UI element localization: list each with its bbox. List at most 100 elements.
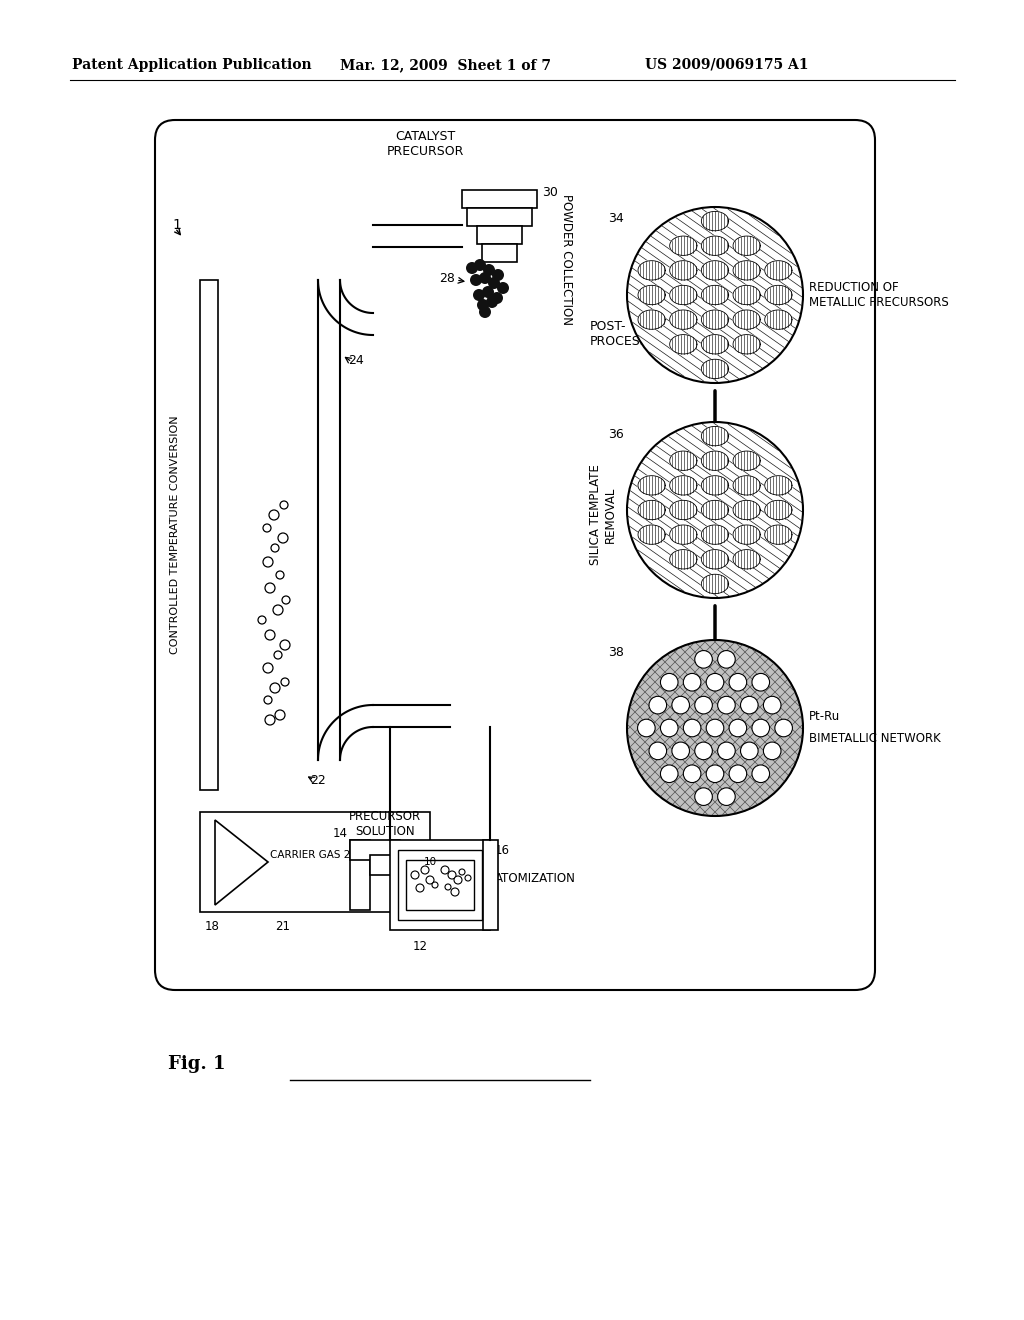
Bar bbox=[398, 850, 482, 920]
Circle shape bbox=[265, 715, 275, 725]
Circle shape bbox=[683, 719, 700, 737]
Circle shape bbox=[492, 269, 504, 281]
Circle shape bbox=[432, 882, 438, 888]
Circle shape bbox=[694, 742, 713, 760]
Circle shape bbox=[474, 259, 486, 271]
Polygon shape bbox=[765, 310, 792, 329]
Circle shape bbox=[281, 678, 289, 686]
Polygon shape bbox=[701, 426, 729, 446]
Text: 28: 28 bbox=[439, 272, 455, 285]
Polygon shape bbox=[701, 359, 729, 379]
Polygon shape bbox=[701, 211, 729, 231]
Polygon shape bbox=[638, 475, 666, 495]
Polygon shape bbox=[670, 549, 697, 569]
Circle shape bbox=[265, 630, 275, 640]
Polygon shape bbox=[670, 285, 697, 305]
Polygon shape bbox=[701, 260, 729, 280]
Polygon shape bbox=[701, 549, 729, 569]
Polygon shape bbox=[765, 285, 792, 305]
Circle shape bbox=[473, 289, 485, 301]
Circle shape bbox=[483, 264, 495, 276]
Circle shape bbox=[441, 866, 449, 874]
Circle shape bbox=[740, 697, 758, 714]
Bar bbox=[406, 861, 474, 909]
Text: Patent Application Publication: Patent Application Publication bbox=[72, 58, 311, 73]
Bar bbox=[462, 190, 537, 209]
Polygon shape bbox=[733, 549, 760, 569]
FancyBboxPatch shape bbox=[155, 120, 874, 990]
Circle shape bbox=[740, 742, 758, 760]
Polygon shape bbox=[733, 285, 760, 305]
Circle shape bbox=[486, 296, 498, 308]
Polygon shape bbox=[670, 451, 697, 470]
Polygon shape bbox=[627, 207, 803, 383]
Text: 22: 22 bbox=[310, 774, 326, 787]
Circle shape bbox=[263, 663, 273, 673]
Polygon shape bbox=[733, 475, 760, 495]
Polygon shape bbox=[638, 310, 666, 329]
Circle shape bbox=[479, 306, 490, 318]
Circle shape bbox=[764, 697, 781, 714]
Circle shape bbox=[729, 719, 746, 737]
Circle shape bbox=[270, 682, 280, 693]
Text: REDUCTION OF
METALLIC PRECURSORS: REDUCTION OF METALLIC PRECURSORS bbox=[809, 281, 949, 309]
Text: 34: 34 bbox=[608, 213, 624, 226]
Text: 18: 18 bbox=[205, 920, 220, 933]
Polygon shape bbox=[733, 500, 760, 520]
Circle shape bbox=[275, 710, 285, 719]
Circle shape bbox=[694, 697, 713, 714]
Circle shape bbox=[282, 597, 290, 605]
Text: US 2009/0069175 A1: US 2009/0069175 A1 bbox=[645, 58, 809, 73]
Circle shape bbox=[729, 766, 746, 783]
Text: PRECURSOR
SOLUTION: PRECURSOR SOLUTION bbox=[349, 810, 421, 838]
Circle shape bbox=[752, 719, 770, 737]
Circle shape bbox=[264, 696, 272, 704]
Circle shape bbox=[470, 275, 482, 286]
Circle shape bbox=[426, 876, 434, 884]
Bar bbox=[483, 840, 498, 931]
Polygon shape bbox=[638, 260, 666, 280]
Circle shape bbox=[638, 719, 655, 737]
Circle shape bbox=[280, 502, 288, 510]
Circle shape bbox=[707, 766, 724, 783]
Circle shape bbox=[273, 605, 283, 615]
Circle shape bbox=[479, 272, 490, 284]
Circle shape bbox=[752, 673, 770, 692]
Text: 24: 24 bbox=[348, 354, 364, 367]
Bar bbox=[370, 855, 400, 875]
Circle shape bbox=[660, 673, 678, 692]
Text: ATOMIZATION: ATOMIZATION bbox=[495, 871, 575, 884]
Polygon shape bbox=[670, 260, 697, 280]
Polygon shape bbox=[670, 500, 697, 520]
Circle shape bbox=[649, 697, 667, 714]
Polygon shape bbox=[733, 334, 760, 354]
Text: Pt-Ru: Pt-Ru bbox=[809, 710, 841, 722]
Bar bbox=[467, 209, 532, 226]
Circle shape bbox=[465, 875, 471, 880]
Polygon shape bbox=[701, 334, 729, 354]
Polygon shape bbox=[670, 525, 697, 544]
Circle shape bbox=[449, 871, 456, 879]
Circle shape bbox=[660, 766, 678, 783]
Polygon shape bbox=[733, 451, 760, 470]
Polygon shape bbox=[765, 260, 792, 280]
Text: BIMETALLIC NETWORK: BIMETALLIC NETWORK bbox=[809, 731, 941, 744]
Circle shape bbox=[482, 286, 494, 298]
Polygon shape bbox=[701, 310, 729, 329]
Text: CONTROLLED TEMPERATURE CONVERSION: CONTROLLED TEMPERATURE CONVERSION bbox=[170, 416, 180, 655]
Text: POST-
PROCESSING: POST- PROCESSING bbox=[590, 319, 672, 348]
Circle shape bbox=[278, 533, 288, 543]
Polygon shape bbox=[670, 334, 697, 354]
Polygon shape bbox=[627, 640, 803, 816]
Polygon shape bbox=[701, 525, 729, 544]
Bar bbox=[200, 812, 430, 912]
Polygon shape bbox=[701, 574, 729, 594]
Text: 14: 14 bbox=[333, 828, 348, 840]
Circle shape bbox=[265, 583, 275, 593]
Circle shape bbox=[274, 651, 282, 659]
Polygon shape bbox=[701, 475, 729, 495]
Polygon shape bbox=[733, 525, 760, 544]
Circle shape bbox=[707, 719, 724, 737]
Circle shape bbox=[497, 282, 509, 294]
Circle shape bbox=[451, 888, 459, 896]
